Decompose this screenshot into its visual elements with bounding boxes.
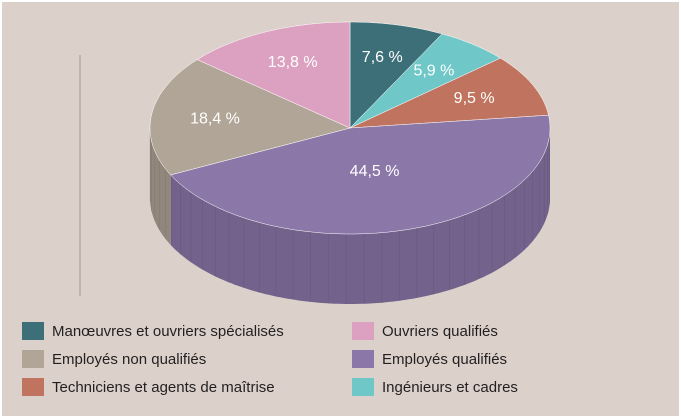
legend-label: Employés non qualifiés — [52, 351, 206, 368]
legend-swatch — [22, 322, 44, 340]
legend-swatch — [22, 378, 44, 396]
data-label: 5,9 % — [413, 62, 454, 79]
data-label: 18,4 % — [190, 110, 240, 127]
legend-swatch — [352, 322, 374, 340]
legend-swatch — [352, 350, 374, 368]
legend-label: Ingénieurs et cadres — [382, 379, 518, 396]
data-label: 44,5 % — [350, 163, 400, 180]
slice — [149, 59, 351, 176]
slice — [349, 21, 443, 129]
data-label: 7,6 % — [362, 49, 403, 66]
legend-label: Employés qualifiés — [382, 351, 507, 368]
legend-label: Ouvriers qualifiés — [382, 323, 498, 340]
data-label: 9,5 % — [454, 90, 495, 107]
legend-swatch — [22, 350, 44, 368]
slice-side — [170, 128, 550, 304]
slice — [196, 21, 351, 129]
slice — [349, 33, 501, 129]
legend-label: Manœuvres et ouvriers spécialisés — [52, 323, 284, 340]
legend-label: Techniciens et agents de maîtrise — [52, 379, 275, 396]
slice — [170, 114, 551, 235]
slice — [349, 57, 549, 129]
legend-swatch — [352, 378, 374, 396]
data-label: 13,8 % — [268, 54, 318, 71]
